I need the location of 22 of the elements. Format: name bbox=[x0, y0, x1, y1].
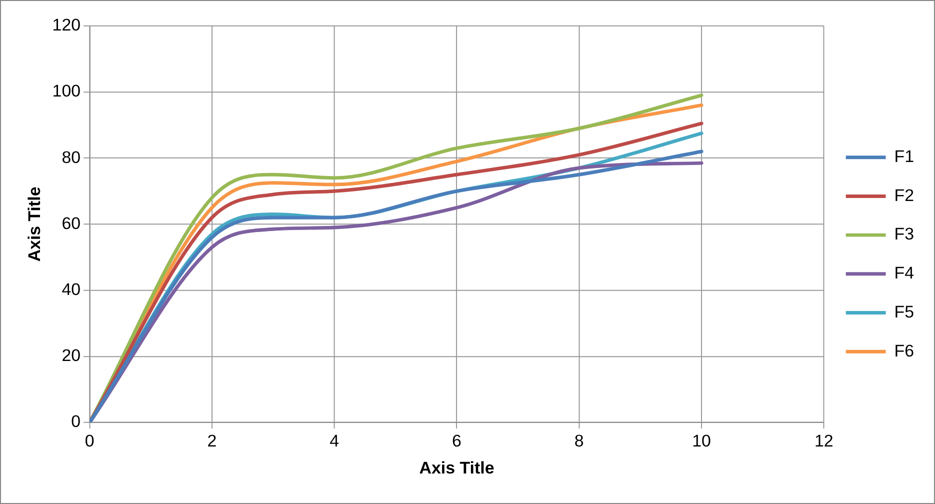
legend-label: F5 bbox=[894, 302, 914, 322]
y-tick-label: 60 bbox=[62, 214, 81, 233]
y-tick-label: 100 bbox=[52, 82, 81, 101]
y-tick-label: 20 bbox=[62, 346, 81, 366]
x-tick-label: 10 bbox=[692, 431, 711, 450]
x-tick-label: 12 bbox=[814, 431, 834, 450]
legend-label: F4 bbox=[894, 264, 914, 283]
x-tick-label: 6 bbox=[452, 431, 462, 450]
legend-label: F1 bbox=[894, 147, 914, 166]
legend-label: F6 bbox=[894, 341, 914, 360]
x-tick-label: 0 bbox=[84, 431, 94, 450]
legend-label: F2 bbox=[894, 186, 914, 205]
y-tick-label: 40 bbox=[62, 280, 81, 299]
x-tick-label: 4 bbox=[330, 431, 340, 450]
x-tick-label: 8 bbox=[574, 431, 584, 450]
x-axis-title: Axis Title bbox=[419, 458, 494, 478]
x-tick-label: 2 bbox=[207, 431, 217, 450]
y-axis-title: Axis Title bbox=[24, 186, 44, 262]
y-tick-label: 120 bbox=[52, 16, 81, 35]
legend-label: F3 bbox=[894, 224, 914, 244]
y-tick-label: 0 bbox=[71, 412, 81, 432]
y-tick-label: 80 bbox=[62, 148, 81, 167]
